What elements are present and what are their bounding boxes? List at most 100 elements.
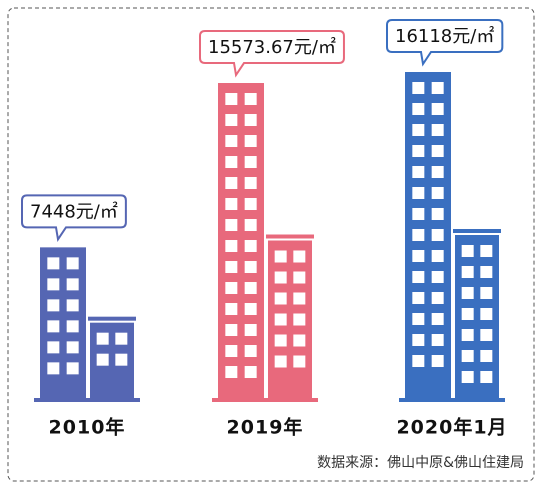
bar — [405, 72, 451, 398]
callout-box — [199, 30, 345, 78]
window — [225, 282, 238, 295]
window — [431, 208, 444, 220]
window — [461, 350, 474, 362]
window — [431, 103, 444, 115]
callout-box — [21, 194, 127, 243]
window — [461, 245, 474, 257]
x-tick-label: 2010年 — [49, 416, 126, 439]
bar — [218, 83, 264, 399]
window — [244, 135, 257, 148]
window — [431, 355, 444, 367]
window — [480, 266, 493, 278]
window — [225, 345, 238, 358]
window — [461, 266, 474, 278]
window — [244, 282, 257, 295]
window — [431, 271, 444, 283]
x-tick-label: 2020年1月 — [396, 416, 507, 439]
window — [431, 250, 444, 262]
window — [225, 93, 238, 106]
window — [412, 166, 425, 178]
window — [47, 299, 60, 312]
window — [293, 355, 306, 368]
side-roof — [453, 229, 501, 233]
callout: 16118元/㎡ — [386, 19, 504, 67]
window — [274, 271, 287, 284]
window — [274, 334, 287, 347]
bar — [40, 247, 86, 398]
window — [274, 355, 287, 368]
window — [244, 366, 257, 379]
window — [244, 240, 257, 253]
window — [412, 271, 425, 283]
window — [66, 362, 79, 375]
window — [461, 329, 474, 341]
window — [480, 245, 493, 257]
window — [244, 219, 257, 232]
window — [47, 341, 60, 354]
window — [225, 366, 238, 379]
window — [66, 299, 79, 312]
window — [225, 324, 238, 337]
window — [293, 334, 306, 347]
window — [461, 287, 474, 299]
window — [293, 292, 306, 305]
window — [431, 124, 444, 136]
window — [96, 332, 109, 345]
window — [480, 308, 493, 320]
source-note: 数据来源：佛山中原&佛山住建局 — [317, 455, 524, 471]
window — [431, 187, 444, 199]
window — [480, 371, 493, 383]
window — [47, 362, 60, 375]
ground — [399, 398, 505, 402]
window — [66, 320, 79, 333]
window — [412, 229, 425, 241]
window — [461, 371, 474, 383]
window — [225, 303, 238, 316]
window — [431, 145, 444, 157]
window — [244, 177, 257, 190]
window — [412, 145, 425, 157]
window — [66, 257, 79, 270]
window — [115, 353, 128, 366]
window — [244, 261, 257, 274]
window — [431, 292, 444, 304]
window — [225, 198, 238, 211]
window — [274, 292, 287, 305]
ground — [34, 398, 140, 402]
side-roof — [88, 316, 136, 321]
window — [66, 278, 79, 291]
window — [274, 250, 287, 263]
window — [480, 329, 493, 341]
callout: 15573.67元/㎡ — [199, 30, 345, 78]
window — [293, 313, 306, 326]
window — [480, 350, 493, 362]
window — [115, 332, 128, 345]
window — [412, 250, 425, 262]
window — [244, 324, 257, 337]
window — [412, 355, 425, 367]
window — [274, 313, 287, 326]
side-building — [268, 240, 312, 398]
side-building — [90, 322, 134, 398]
window — [66, 341, 79, 354]
window — [431, 82, 444, 94]
window — [47, 257, 60, 270]
window — [244, 114, 257, 127]
window — [412, 292, 425, 304]
window — [244, 198, 257, 211]
side-roof — [266, 234, 314, 239]
window — [293, 250, 306, 263]
callout: 7448元/㎡ — [21, 194, 127, 243]
window — [225, 114, 238, 127]
window — [225, 156, 238, 169]
window — [244, 303, 257, 316]
window — [412, 208, 425, 220]
window — [431, 166, 444, 178]
window — [47, 320, 60, 333]
window — [431, 313, 444, 325]
window — [244, 156, 257, 169]
window — [225, 219, 238, 232]
callout-box — [386, 19, 504, 67]
window — [412, 334, 425, 346]
